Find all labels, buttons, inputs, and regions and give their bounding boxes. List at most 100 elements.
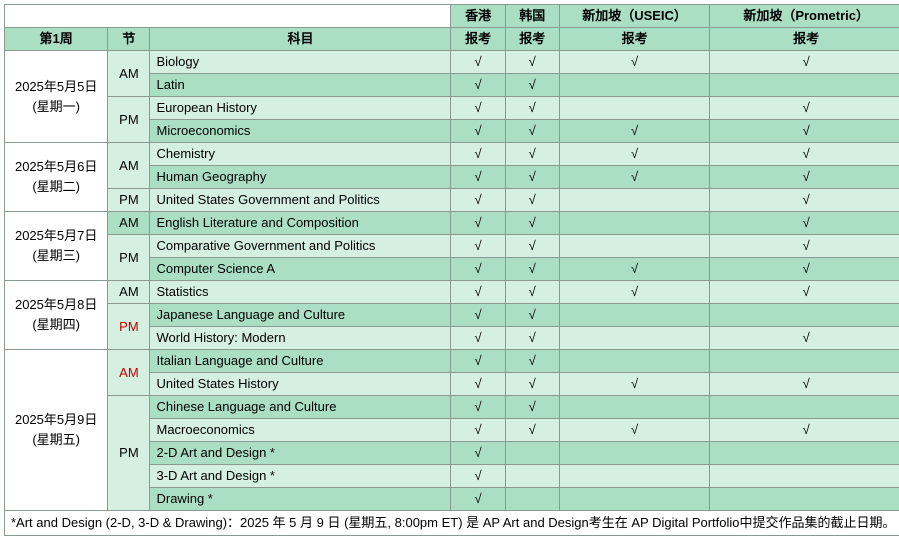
- check: √: [710, 51, 899, 74]
- subject-latin: Latin: [150, 74, 451, 97]
- subject-japanese: Japanese Language and Culture: [150, 304, 451, 327]
- check: √: [559, 120, 710, 143]
- check: √: [451, 74, 505, 97]
- date-line1: 2025年5月5日: [15, 79, 97, 94]
- check: √: [505, 51, 559, 74]
- session-pm: PM: [108, 189, 150, 212]
- date-cell: 2025年5月6日 (星期二): [5, 143, 108, 212]
- session-pm: PM: [108, 396, 150, 511]
- date-line1: 2025年5月8日: [15, 297, 97, 312]
- check: √: [451, 166, 505, 189]
- empty: [710, 396, 899, 419]
- check: √: [505, 212, 559, 235]
- check: √: [710, 327, 899, 350]
- subject-englit: English Literature and Composition: [150, 212, 451, 235]
- table-row: PM European History √ √ √: [5, 97, 899, 120]
- date-line2: (星期一): [32, 99, 80, 114]
- header-row-1: 香港 韩国 新加坡（USEIC） 新加坡（Prometric）: [5, 5, 899, 28]
- check: √: [505, 350, 559, 373]
- check: √: [505, 327, 559, 350]
- date-line2: (星期三): [32, 248, 80, 263]
- session-pm-red: PM: [108, 304, 150, 350]
- empty: [559, 465, 710, 488]
- col-sg-useic: 新加坡（USEIC）: [559, 5, 710, 28]
- subject-art2d: 2-D Art and Design *: [150, 442, 451, 465]
- check: √: [559, 419, 710, 442]
- check: √: [559, 51, 710, 74]
- empty: [710, 74, 899, 97]
- subject-drawing: Drawing *: [150, 488, 451, 511]
- date-cell: 2025年5月7日 (星期三): [5, 212, 108, 281]
- session-pm: PM: [108, 97, 150, 143]
- session-pm: PM: [108, 235, 150, 281]
- check: √: [451, 120, 505, 143]
- date-cell: 2025年5月8日 (星期四): [5, 281, 108, 350]
- subject-usgov: United States Government and Politics: [150, 189, 451, 212]
- empty: [710, 465, 899, 488]
- empty: [710, 488, 899, 511]
- check: √: [505, 373, 559, 396]
- check: √: [451, 488, 505, 511]
- date-cell: 2025年5月9日 (星期五): [5, 350, 108, 511]
- check: √: [451, 465, 505, 488]
- empty: [559, 212, 710, 235]
- check: √: [451, 281, 505, 304]
- table-row: PM Comparative Government and Politics √…: [5, 235, 899, 258]
- check: √: [451, 304, 505, 327]
- subject-csa: Computer Science A: [150, 258, 451, 281]
- check: √: [451, 419, 505, 442]
- col-hk-signup: 报考: [451, 28, 505, 51]
- empty: [559, 327, 710, 350]
- check: √: [505, 304, 559, 327]
- check: √: [451, 212, 505, 235]
- check: √: [451, 373, 505, 396]
- check: √: [451, 235, 505, 258]
- check: √: [710, 258, 899, 281]
- check: √: [710, 235, 899, 258]
- subject-italian: Italian Language and Culture: [150, 350, 451, 373]
- session-am-red: AM: [108, 350, 150, 396]
- empty: [559, 97, 710, 120]
- check: √: [710, 166, 899, 189]
- check: √: [710, 143, 899, 166]
- check: √: [505, 281, 559, 304]
- subject-chem: Chemistry: [150, 143, 451, 166]
- empty: [559, 235, 710, 258]
- check: √: [559, 258, 710, 281]
- table-row: PM Japanese Language and Culture √ √: [5, 304, 899, 327]
- check: √: [710, 373, 899, 396]
- empty: [710, 304, 899, 327]
- check: √: [710, 419, 899, 442]
- check: √: [451, 396, 505, 419]
- check: √: [710, 97, 899, 120]
- check: √: [505, 258, 559, 281]
- date-line1: 2025年5月7日: [15, 228, 97, 243]
- date-line1: 2025年5月9日: [15, 412, 97, 427]
- check: √: [451, 51, 505, 74]
- subject-biology: Biology: [150, 51, 451, 74]
- col-week: 第1周: [5, 28, 108, 51]
- check: √: [559, 373, 710, 396]
- empty: [559, 488, 710, 511]
- empty: [559, 189, 710, 212]
- check: √: [451, 442, 505, 465]
- table-row: 2025年5月8日 (星期四) AM Statistics √ √ √ √: [5, 281, 899, 304]
- exam-schedule-table: 香港 韩国 新加坡（USEIC） 新加坡（Prometric） 第1周 节 科目…: [4, 4, 899, 511]
- check: √: [559, 143, 710, 166]
- col-sg-prometric: 新加坡（Prometric）: [710, 5, 899, 28]
- col-kr-signup: 报考: [505, 28, 559, 51]
- empty: [505, 488, 559, 511]
- check: √: [451, 143, 505, 166]
- col-sg2-signup: 报考: [710, 28, 899, 51]
- subject-chinese: Chinese Language and Culture: [150, 396, 451, 419]
- table-row: 2025年5月9日 (星期五) AM Italian Language and …: [5, 350, 899, 373]
- date-cell: 2025年5月5日 (星期一): [5, 51, 108, 143]
- table-row: PM United States Government and Politics…: [5, 189, 899, 212]
- table-row: 2025年5月7日 (星期三) AM English Literature an…: [5, 212, 899, 235]
- col-subject: 科目: [150, 28, 451, 51]
- check: √: [505, 120, 559, 143]
- session-am: AM: [108, 212, 150, 235]
- empty: [559, 74, 710, 97]
- session-am: AM: [108, 281, 150, 304]
- empty: [559, 350, 710, 373]
